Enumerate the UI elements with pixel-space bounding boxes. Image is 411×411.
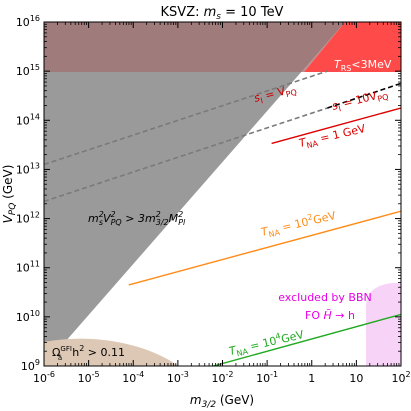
x-tick-label: 10-2	[212, 370, 234, 385]
bbn-label-line2: FO H̃ → h	[305, 309, 355, 322]
y-tick-label: 1015	[16, 63, 40, 78]
y-tick-label: 1010	[16, 309, 40, 324]
x-tick-label: 10-4	[122, 370, 144, 385]
x-tick-label: 10-1	[256, 370, 278, 385]
region-ms-condition	[44, 22, 345, 366]
y-axis-label: VPQ (GeV)	[1, 165, 18, 224]
y-tick-label: 1013	[16, 161, 40, 176]
y-tick-label: 1012	[16, 211, 40, 226]
y-tick-label: 109	[21, 358, 40, 373]
x-tick-label: 102	[391, 370, 410, 385]
region-omega	[44, 338, 178, 366]
chart-title: KSVZ: ms = 10 TeV	[161, 5, 284, 22]
x-tick-label: 1	[308, 372, 315, 385]
series-line-0	[44, 70, 328, 166]
x-axis-label: m3/2 (GeV)	[190, 393, 254, 410]
series-line-5	[210, 313, 401, 366]
region-bbn	[366, 282, 401, 366]
series-line-4	[128, 210, 401, 286]
bbn-label-line1: excluded by BBN	[278, 291, 372, 304]
plot-area	[44, 22, 401, 366]
tna4-label: TNA = 104GeV	[227, 326, 306, 360]
y-tick-label: 1014	[16, 112, 40, 127]
x-tick-label: 10-3	[167, 370, 189, 385]
y-tick-label: 1016	[16, 14, 40, 29]
region-trs	[304, 22, 401, 72]
sI1-label: sI = VPQ	[253, 82, 298, 107]
x-tick-label: 10-6	[33, 370, 55, 385]
ms-condition-label: m2 sV2 PQ > 3m2 3/2M2 Pl	[88, 210, 186, 227]
series-line-2	[327, 82, 401, 109]
x-tick-label: 10	[349, 372, 363, 385]
series-line-1	[44, 107, 328, 203]
x-tick-label: 10-5	[78, 370, 100, 385]
region-top-band	[44, 22, 345, 72]
y-tick-label: 1011	[16, 260, 40, 275]
series-line-3	[271, 107, 401, 145]
trs-label: TRS<3MeV	[334, 58, 392, 73]
